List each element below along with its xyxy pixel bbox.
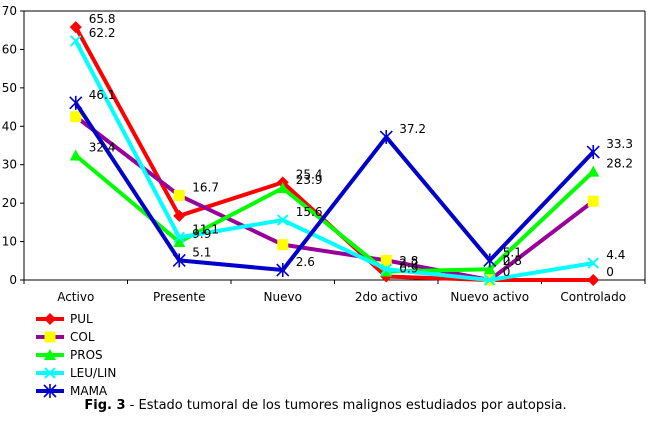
data-point-pros (69, 149, 82, 161)
data-point-col (277, 239, 289, 251)
series-line-col (74, 115, 595, 282)
chart-data-labels: 65.862.2 46.1 32.4 16.7 11.19.9 5.1 25.423.9 15… (89, 12, 633, 279)
y-tick-label: 30 (2, 158, 17, 172)
legend-label-mama: MAMA (70, 384, 108, 398)
data-label: 4.4 (606, 248, 625, 262)
data-point-leu-lin (70, 35, 82, 47)
data-point-mama (483, 253, 497, 268)
chart-series (69, 21, 600, 286)
legend-label-col: COL (70, 330, 95, 344)
data-label: 25.4 (296, 167, 323, 181)
legend-marker-leu-lin (44, 367, 56, 379)
series-line-pul (73, 26, 594, 282)
data-label: 15.6 (296, 205, 323, 219)
data-label: 65.8 (89, 12, 116, 26)
data-label: 0.9 (399, 262, 418, 276)
data-point-leu-lin (173, 231, 185, 244)
x-tick-label: Nuevo activo (450, 290, 529, 304)
data-label: 2.2 (399, 257, 418, 271)
data-label: 23.9 (296, 173, 323, 187)
data-label: 2.6 (296, 255, 315, 269)
data-label: 2.8 (503, 254, 522, 268)
legend-label-pros: PROS (70, 348, 103, 362)
y-tick-label: 50 (2, 81, 17, 95)
legend-marker-pul (44, 313, 56, 325)
data-point-leu-lin (380, 263, 392, 275)
x-tick-label: Presente (153, 290, 205, 304)
legend-marker-mama (43, 384, 57, 398)
data-label: 5.1 (192, 245, 211, 259)
data-label: 28.2 (606, 157, 633, 171)
data-point-col (380, 254, 392, 266)
data-label: 0 (503, 265, 511, 279)
caption-prefix: Fig. 3 (84, 398, 126, 413)
data-point-col (587, 195, 599, 207)
legend-label-leu-lin: LEU/LIN (70, 366, 116, 380)
data-point-mama (172, 253, 186, 268)
x-tick-label: 2do activo (355, 290, 418, 304)
series-line-pros (74, 153, 595, 274)
x-tick-label: Nuevo (264, 290, 302, 304)
data-label: 11.1 (192, 222, 219, 236)
data-label: 0 (606, 265, 614, 279)
data-point-mama (69, 95, 83, 110)
data-label: 37.2 (399, 122, 426, 136)
data-label: 46.1 (89, 88, 116, 102)
chart-axes: 0 10 20 30 40 50 60 70 Activo Presente Nuevo 2do ac… (2, 4, 646, 304)
data-label: 62.2 (89, 26, 116, 40)
data-point-pros (587, 165, 600, 177)
data-point-mama (379, 130, 393, 145)
x-tick-label: Activo (57, 290, 94, 304)
data-point-pros (173, 235, 186, 247)
x-tick-label: Controlado (560, 290, 626, 304)
y-tick-label: 40 (2, 119, 17, 133)
y-tick-label: 20 (2, 196, 17, 210)
data-point-pros (483, 263, 496, 275)
data-label: 5.1 (503, 245, 522, 259)
y-tick-label: 70 (2, 4, 17, 18)
data-point-mama (276, 263, 290, 278)
series-line-leu-lin (73, 40, 594, 282)
data-point-leu-lin (277, 214, 289, 226)
data-point-pros (276, 182, 289, 194)
data-point-pul (173, 209, 186, 222)
data-point-pul (69, 21, 82, 34)
data-point-col (70, 111, 82, 123)
data-label: 2.8 (399, 254, 418, 268)
legend-marker-col (44, 331, 56, 343)
data-point-leu-lin (587, 257, 599, 269)
data-label: 9.9 (192, 227, 211, 241)
caption-text: - Estado tumoral de los tumores malignos… (125, 398, 567, 413)
data-point-col (173, 189, 185, 201)
y-tick-label: 0 (9, 273, 17, 287)
legend-marker-pros (44, 349, 56, 360)
data-label: 33.3 (606, 137, 633, 151)
y-tick-label: 60 (2, 42, 17, 56)
figure-caption: Fig. 3 - Estado tumoral de los tumores m… (0, 398, 651, 413)
legend-label-pul: PUL (70, 312, 93, 326)
data-point-mama (586, 145, 600, 160)
chart-legend: PUL COL PROS LEU/LIN MAMA (36, 312, 116, 398)
y-tick-label: 10 (2, 235, 17, 249)
data-point-leu-lin (484, 274, 496, 286)
data-label: 0 (503, 254, 511, 268)
data-label: 16.7 (192, 180, 219, 194)
series-line-mama (74, 101, 595, 273)
data-label: 32.4 (89, 140, 116, 154)
data-point-pul (587, 274, 600, 286)
